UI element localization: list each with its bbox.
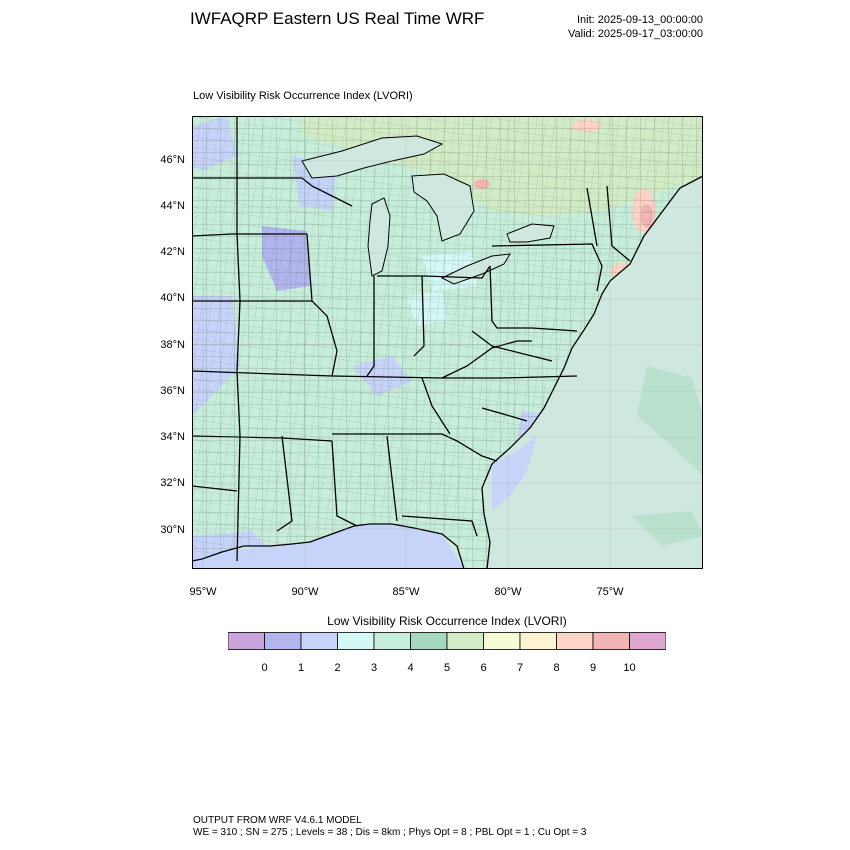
colorbar-tick-7: 7 <box>516 662 524 674</box>
lon-label-90w: 90°W <box>291 586 319 598</box>
colorbar-title: Low Visibility Risk Occurrence Index (LV… <box>327 614 567 628</box>
gulf-area <box>192 524 464 569</box>
lat-label-30n: 30°N <box>160 524 185 536</box>
colorbar-tick-5: 5 <box>443 662 451 674</box>
lake-superior <box>301 135 444 179</box>
colorbar-tick-4: 4 <box>407 662 414 674</box>
colorbar-tick-10: 10 <box>623 662 636 674</box>
colorbar <box>228 632 666 650</box>
colorbar-tick-9: 9 <box>589 662 597 674</box>
colorbar-swatch-3 <box>337 632 375 650</box>
lat-label-46n: 46°N <box>160 154 185 166</box>
lon-label-80w: 80°W <box>494 586 522 598</box>
colorbar-swatch-2 <box>300 632 338 650</box>
lat-label-36n: 36°N <box>160 385 185 397</box>
map-border <box>192 116 703 569</box>
colorbar-tick-6: 6 <box>480 662 487 674</box>
colorbar-tick-2: 2 <box>334 662 341 674</box>
lon-label-75w: 75°W <box>596 586 624 598</box>
lat-label-42n: 42°N <box>160 246 185 258</box>
lake-ontario <box>506 223 555 243</box>
atlantic-green-patch <box>637 366 703 476</box>
colorbar-swatch-7 <box>483 632 521 650</box>
lat-label-40n: 40°N <box>160 292 185 304</box>
coastline <box>192 175 703 569</box>
colorbar-tick-3: 3 <box>370 662 378 674</box>
lvori-map <box>192 116 703 569</box>
init-time: Init: 2025-09-13_00:00:00 <box>577 14 703 26</box>
footer-params: WE = 310 ; SN = 275 ; Levels = 38 ; Dis … <box>193 827 587 838</box>
atlantic-green-patch-2 <box>632 511 703 546</box>
lat-label-34n: 34°N <box>160 431 185 443</box>
colorbar-swatch-10 <box>592 632 630 650</box>
valid-time: Valid: 2025-09-17_03:00:00 <box>568 28 703 40</box>
colorbar-swatch-1 <box>264 632 302 650</box>
colorbar-tick-8: 8 <box>553 662 560 674</box>
lat-label-44n: 44°N <box>160 200 185 212</box>
lon-label-95w: 95°W <box>189 586 217 598</box>
lat-label-32n: 32°N <box>160 477 185 489</box>
lake-huron <box>411 173 475 242</box>
colorbar-swatch-0 <box>228 632 265 650</box>
colorbar-swatch-5 <box>410 632 448 650</box>
state-borders <box>192 116 631 562</box>
colorbar-swatch-4 <box>373 632 411 650</box>
colorbar-swatch-11 <box>629 632 666 650</box>
colorbar-tick-0: 0 <box>261 662 268 674</box>
footer-model: OUTPUT FROM WRF V4.6.1 MODEL <box>193 815 362 826</box>
colorbar-swatch-8 <box>519 632 557 650</box>
colorbar-swatch-9 <box>556 632 594 650</box>
colorbar-tick-1: 1 <box>297 662 305 674</box>
colorbar-swatch-6 <box>446 632 484 650</box>
plot-label: Low Visibility Risk Occurrence Index (LV… <box>193 90 413 102</box>
lat-label-38n: 38°N <box>160 339 185 351</box>
lake-michigan <box>367 197 391 277</box>
lake-erie <box>440 253 511 285</box>
page-title: IWFAQRP Eastern US Real Time WRF <box>190 9 485 28</box>
atlantic-blue-patch <box>492 436 537 511</box>
graticule <box>192 116 703 569</box>
lon-label-85w: 85°W <box>392 586 420 598</box>
